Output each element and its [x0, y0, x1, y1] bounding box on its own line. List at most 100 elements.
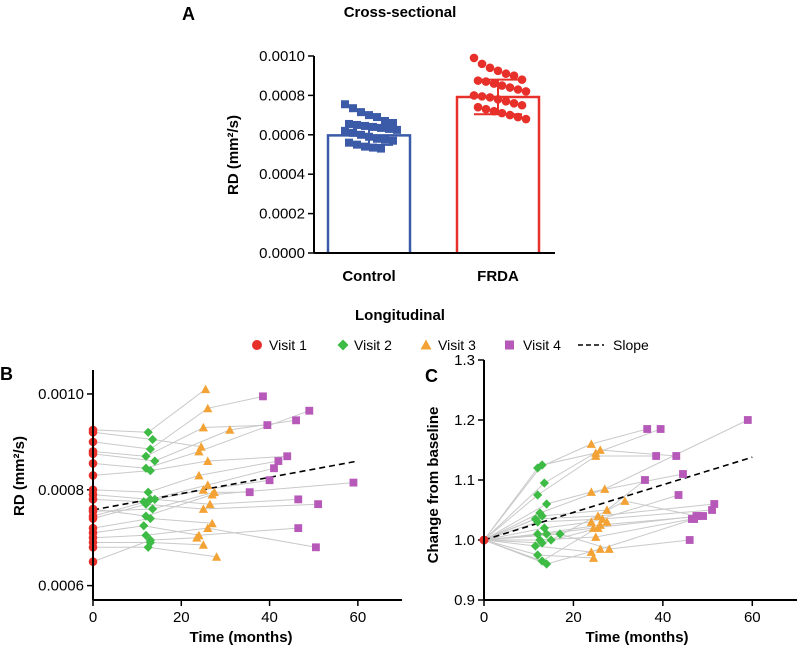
point-visit-3	[205, 499, 215, 509]
point-visit-2	[143, 542, 153, 552]
point-control	[381, 135, 389, 144]
slope-line	[483, 456, 753, 541]
point-visit-3	[203, 480, 213, 489]
subject-trajectory	[483, 473, 684, 541]
point-control	[381, 117, 389, 126]
point-control	[373, 134, 381, 143]
point-frda	[509, 71, 519, 80]
point-control	[385, 124, 393, 133]
point-frda	[497, 81, 507, 90]
point-visit-3	[200, 384, 211, 394]
legend-slope-label: Slope	[613, 337, 649, 353]
panel-b-x-axis-label: Time (months)	[189, 629, 292, 646]
point-visit-2	[145, 513, 155, 524]
legend-visit-2-marker	[337, 339, 349, 351]
point-visit-2	[542, 499, 552, 509]
point-frda	[509, 98, 519, 108]
point-visit-3	[194, 470, 204, 480]
point-visit-2	[147, 504, 158, 514]
point-visit-4	[652, 452, 661, 460]
legend-visit-3-label: Visit 3	[438, 337, 476, 353]
panel-c-letter: C	[425, 366, 438, 386]
panel-b-x-tick-label: 20	[173, 609, 190, 626]
point-visit-3	[207, 518, 217, 528]
legend: Visit 1 Visit 2 Visit 3 Visit 4 Slope	[252, 337, 649, 353]
point-visit-3	[203, 403, 213, 413]
point-visit-2	[537, 460, 547, 470]
point-visit-2	[147, 434, 158, 445]
subject-trajectory	[92, 419, 297, 462]
point-control	[377, 144, 385, 153]
point-visit-4	[656, 425, 665, 433]
point-visit-2	[141, 463, 151, 473]
subject-trajectory	[92, 482, 354, 517]
point-control	[365, 111, 373, 120]
legend-item-visit-2: Visit 2	[337, 337, 392, 353]
legend-visit-4-label: Visit 4	[523, 337, 561, 353]
panel-c-y-tick-label: 1.2	[454, 412, 475, 429]
subject-trajectory	[483, 449, 677, 541]
point-visit-3	[203, 523, 213, 533]
point-visit-4	[349, 478, 358, 487]
point-frda	[485, 93, 495, 102]
point-visit-3	[620, 496, 630, 505]
point-control	[341, 126, 349, 135]
point-visit-4	[305, 406, 314, 415]
slope-line	[92, 460, 359, 511]
point-frda	[469, 53, 479, 63]
panel-a-letter: A	[182, 4, 195, 24]
panel-a-title: Cross-sectional	[344, 4, 457, 21]
panel-b-slope	[92, 460, 359, 511]
point-visit-2	[542, 559, 552, 569]
panel-c-points	[479, 416, 752, 569]
point-frda	[501, 69, 511, 79]
point-visit-4	[685, 536, 694, 544]
point-visit-3	[192, 533, 202, 542]
panel-a-y-tick-label: 0.0006	[259, 127, 305, 144]
panel-c-x-tick-label: 60	[744, 609, 761, 626]
panel-b-y-tick-label: 0.0006	[38, 578, 84, 595]
panel-a-y-tick-label: 0.0002	[259, 206, 305, 223]
legend-visit-2-label: Visit 2	[354, 337, 392, 353]
panel-c: C Change from baseline Time (months) 0.9…	[425, 352, 797, 646]
legend-item-visit-3: Visit 3	[420, 337, 476, 353]
point-frda	[481, 77, 491, 86]
panel-b-y-tick-label: 0.0008	[38, 482, 84, 499]
point-visit-3	[593, 511, 603, 520]
legend-visit-1-marker	[252, 340, 262, 350]
point-visit-2	[533, 550, 543, 560]
subject-trajectory	[92, 410, 310, 469]
panel-a-y-tick-label: 0.0004	[259, 166, 305, 183]
point-control	[369, 143, 377, 152]
panel-a-y-tick-label: 0.0008	[259, 87, 305, 104]
point-visit-4	[674, 491, 683, 499]
point-frda	[477, 92, 487, 101]
point-visit-3	[586, 439, 596, 448]
subject-trajectory	[483, 509, 713, 541]
point-visit-2	[539, 478, 549, 488]
panel-b: B RD (mm²/s) Time (months) 0.00060.00080…	[0, 364, 402, 646]
point-frda	[501, 97, 511, 106]
point-frda	[477, 59, 487, 69]
point-visit-2	[530, 541, 541, 551]
point-visit-4	[708, 506, 716, 514]
point-visit-4	[641, 476, 649, 484]
subject-trajectory	[483, 494, 679, 541]
point-visit-2	[150, 494, 160, 504]
legend-item-visit-4: Visit 4	[505, 337, 561, 353]
longitudinal-title: Longitudinal	[355, 307, 445, 324]
subject-trajectory	[484, 518, 692, 541]
point-visit-4	[690, 515, 699, 523]
point-frda	[473, 102, 483, 112]
point-visit-2	[139, 521, 149, 531]
subject-trajectory	[483, 428, 661, 541]
panel-c-y-axis-label: Change from baseline	[425, 407, 442, 564]
subject-trajectory	[92, 424, 268, 457]
point-control	[357, 108, 365, 117]
point-visit-3	[588, 553, 599, 562]
bar-control	[326, 134, 412, 253]
panel-a-y-ticks: 0.0000 0.0002 0.0004 0.0006 0.0008 0.0010	[259, 48, 314, 262]
panel-a-category-control: Control	[342, 268, 395, 285]
point-visit-3	[602, 505, 612, 514]
